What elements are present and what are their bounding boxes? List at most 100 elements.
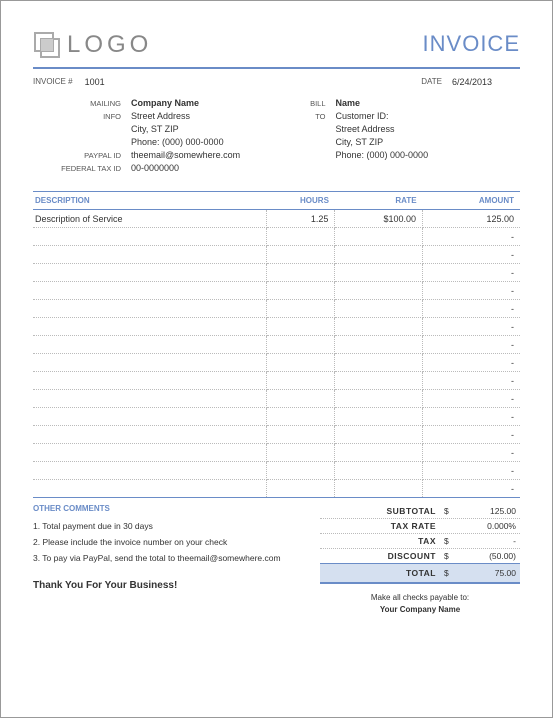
invoice-number-label: INVOICE # [33, 77, 73, 87]
logo-text: LOGO [67, 31, 152, 59]
cell-rate [335, 336, 423, 354]
cell-amount: - [423, 408, 520, 426]
cell-hours [267, 372, 335, 390]
currency: $ [444, 506, 456, 516]
cell-desc [33, 408, 267, 426]
cell-hours [267, 318, 335, 336]
cell-amount: - [423, 372, 520, 390]
table-row: - [33, 228, 520, 246]
cell-hours [267, 300, 335, 318]
cell-hours [267, 480, 335, 498]
cell-desc [33, 444, 267, 462]
subtotal-value: 125.00 [456, 506, 516, 516]
payable-line2: Your Company Name [320, 604, 520, 616]
cell-hours [267, 426, 335, 444]
col-amount: AMOUNT [423, 192, 520, 210]
comments-item: 1. Total payment due in 30 days [33, 518, 300, 534]
mailing-street: Street Address [131, 110, 240, 123]
mailing-label-1: MAILING [33, 97, 121, 110]
discount-label: DISCOUNT [324, 551, 444, 561]
comments-item: 3. To pay via PayPal, send the total to … [33, 550, 300, 566]
taxrate-value: 0.000% [456, 521, 516, 531]
cell-desc [33, 354, 267, 372]
cell-desc [33, 282, 267, 300]
cell-hours [267, 462, 335, 480]
billto-city: City, ST ZIP [336, 136, 429, 149]
subtotal-label: SUBTOTAL [324, 506, 444, 516]
cell-amount: - [423, 480, 520, 498]
cell-desc [33, 480, 267, 498]
cell-amount: - [423, 264, 520, 282]
mailing-label-2: INFO [33, 110, 121, 123]
comments-title: OTHER COMMENTS [33, 504, 300, 513]
col-description: DESCRIPTION [33, 192, 267, 210]
mailing-company: Company Name [131, 97, 240, 110]
table-row: Description of Service1.25$100.00125.00 [33, 210, 520, 228]
cell-hours [267, 354, 335, 372]
billto-label-1: BILL [286, 97, 326, 110]
cell-rate [335, 300, 423, 318]
cell-desc [33, 300, 267, 318]
cell-rate [335, 480, 423, 498]
mailing-info: MAILING INFO PAYPAL ID FEDERAL TAX ID Co… [33, 97, 268, 175]
cell-desc [33, 246, 267, 264]
table-row: - [33, 264, 520, 282]
cell-amount: - [423, 300, 520, 318]
cell-desc [33, 318, 267, 336]
billto-label-2: TO [286, 110, 326, 123]
table-row: - [33, 300, 520, 318]
table-row: - [33, 354, 520, 372]
cell-rate [335, 426, 423, 444]
cell-rate [335, 444, 423, 462]
cell-amount: 125.00 [423, 210, 520, 228]
cell-rate [335, 264, 423, 282]
items-table: DESCRIPTION HOURS RATE AMOUNT Descriptio… [33, 191, 520, 498]
fedtax-value: 00-0000000 [131, 162, 240, 175]
cell-hours: 1.25 [267, 210, 335, 228]
billto-info: BILL TO Name Customer ID: Street Address… [286, 97, 521, 162]
cell-desc [33, 264, 267, 282]
discount-value: (50.00) [456, 551, 516, 561]
cell-hours [267, 246, 335, 264]
comments-item: 2. Please include the invoice number on … [33, 534, 300, 550]
header-divider [33, 67, 520, 69]
cell-rate [335, 246, 423, 264]
cell-amount: - [423, 390, 520, 408]
table-row: - [33, 462, 520, 480]
table-row: - [33, 480, 520, 498]
cell-desc: Description of Service [33, 210, 267, 228]
cell-rate [335, 408, 423, 426]
paypal-label: PAYPAL ID [33, 149, 121, 162]
total-value: 75.00 [456, 568, 516, 578]
table-row: - [33, 408, 520, 426]
billto-customer-id: Customer ID: [336, 110, 429, 123]
tax-value: - [456, 536, 516, 546]
billto-phone: Phone: (000) 000-0000 [336, 149, 429, 162]
cell-amount: - [423, 318, 520, 336]
fedtax-label: FEDERAL TAX ID [33, 162, 121, 175]
paypal-value: theemail@somewhere.com [131, 149, 240, 162]
invoice-title: INVOICE [423, 31, 520, 57]
cell-desc [33, 228, 267, 246]
thank-you: Thank You For Your Business! [33, 580, 300, 591]
cell-hours [267, 444, 335, 462]
date-value: 6/24/2013 [452, 77, 492, 87]
cell-hours [267, 264, 335, 282]
payable-block: Make all checks payable to: Your Company… [320, 592, 520, 616]
logo-icon [33, 31, 61, 59]
comments-section: OTHER COMMENTS 1. Total payment due in 3… [33, 504, 300, 616]
cell-rate [335, 372, 423, 390]
mailing-city: City, ST ZIP [131, 123, 240, 136]
table-row: - [33, 372, 520, 390]
cell-rate: $100.00 [335, 210, 423, 228]
cell-hours [267, 282, 335, 300]
cell-desc [33, 462, 267, 480]
cell-hours [267, 408, 335, 426]
table-row: - [33, 318, 520, 336]
cell-amount: - [423, 462, 520, 480]
total-label: TOTAL [324, 568, 444, 578]
cell-amount: - [423, 354, 520, 372]
cell-desc [33, 336, 267, 354]
cell-amount: - [423, 282, 520, 300]
table-row: - [33, 282, 520, 300]
